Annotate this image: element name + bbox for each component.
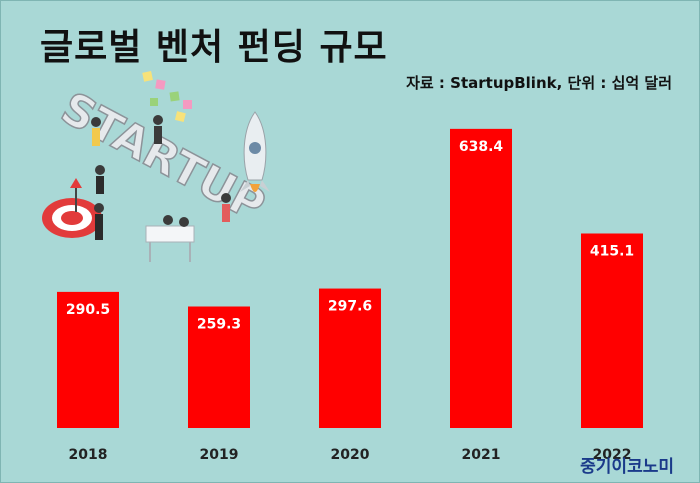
- logo-text: 중기이코노미: [580, 457, 674, 477]
- value-label-2020: 297.6: [328, 299, 372, 315]
- bars-group: [57, 128, 643, 428]
- bar-2022: [581, 233, 643, 428]
- source-note: 자료 : StartupBlink, 단위 : 십억 달러: [406, 74, 672, 92]
- x-tick-label-2022: 2022: [593, 447, 632, 463]
- x-tick-labels-group: 2018 2019 2020 2021 2022: [69, 447, 632, 463]
- chart-title: 글로벌 벤처 펀딩 규모: [40, 27, 388, 68]
- bar-2018: [57, 291, 119, 428]
- x-tick-label-2020: 2020: [331, 447, 370, 463]
- value-label-2018: 290.5: [66, 302, 110, 318]
- value-label-2022: 415.1: [590, 243, 634, 259]
- target-icon: [42, 178, 102, 238]
- x-tick-label-2019: 2019: [200, 447, 239, 463]
- value-label-2019: 259.3: [197, 316, 241, 332]
- x-tick-label-2021: 2021: [462, 447, 501, 463]
- bar-2019: [188, 306, 250, 428]
- rocket-icon: [240, 111, 270, 192]
- people-icon: [91, 115, 231, 262]
- sticky-notes-icon: [142, 71, 192, 123]
- bar-2021: [450, 128, 512, 428]
- x-tick-label-2018: 2018: [69, 447, 108, 463]
- value-label-2021: 638.4: [459, 139, 504, 155]
- startup-illustration: STARTUP: [42, 71, 274, 262]
- value-labels-group: 290.5 259.3 297.6 638.4 415.1: [66, 139, 634, 333]
- bar-2020: [319, 288, 381, 428]
